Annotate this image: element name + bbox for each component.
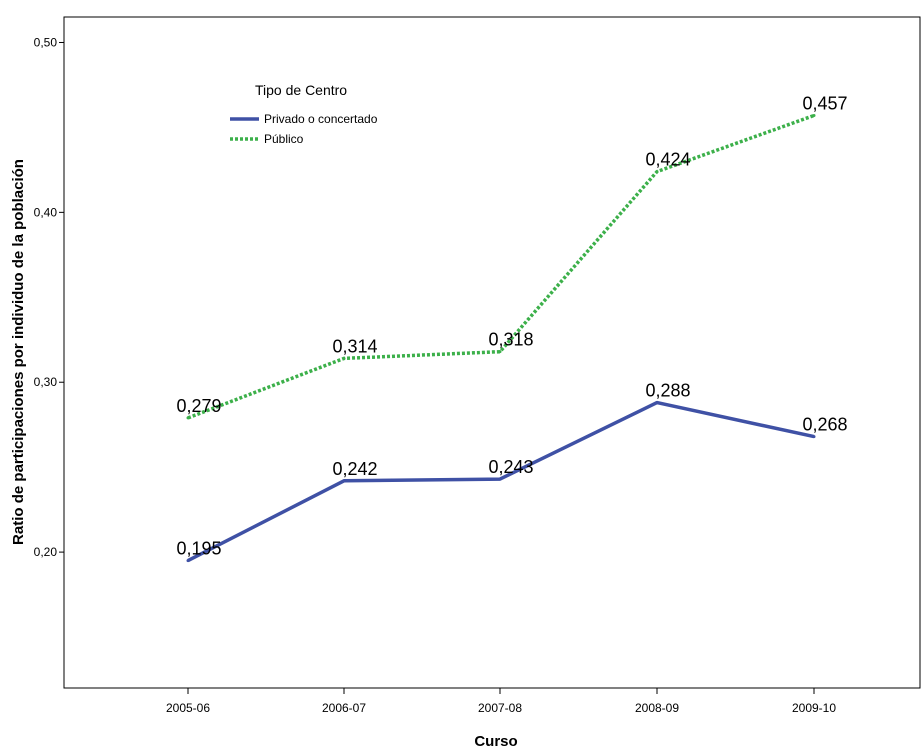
legend-item-label: Público: [264, 132, 304, 146]
legend-title: Tipo de Centro: [255, 82, 347, 98]
data-labels-layer: 0,195 0,242 0,243 0,288 0,268 0,279 0,314 0,318…: [176, 94, 847, 559]
series-line-privado: [187, 400, 815, 563]
data-label: 0,457: [802, 94, 847, 114]
data-label: 0,279: [176, 396, 221, 416]
data-point: [342, 479, 346, 483]
x-tick-label: 2008-09: [635, 701, 679, 715]
data-label: 0,424: [645, 150, 690, 170]
data-label: 0,318: [488, 330, 533, 350]
legend: Tipo de Centro Privado o concertado Públi…: [230, 82, 378, 146]
y-tick-label: 0,30: [34, 375, 58, 389]
data-point: [342, 356, 346, 360]
legend-items: Privado o concertado Público: [230, 112, 378, 146]
x-axis-title: Curso: [474, 733, 517, 750]
x-axis: 2005-06 2006-07 2007-08 2008-09 2009-10: [166, 688, 836, 715]
series-layer: [186, 113, 816, 563]
data-label: 0,288: [645, 381, 690, 401]
data-label: 0,242: [332, 459, 377, 479]
y-axis-title: Ratio de participaciones por individuo d…: [10, 159, 27, 545]
data-point: [655, 170, 659, 174]
legend-item-label: Privado o concertado: [264, 112, 378, 126]
data-point: [812, 114, 816, 118]
data-point: [655, 401, 659, 405]
data-point: [498, 477, 502, 481]
data-point: [498, 350, 502, 354]
data-label: 0,268: [802, 415, 847, 435]
data-point: [812, 435, 816, 439]
y-tick-label: 0,50: [34, 35, 58, 49]
y-axis: 0,20 0,30 0,40 0,50: [34, 35, 64, 559]
data-point: [186, 559, 190, 563]
y-tick-label: 0,40: [34, 205, 58, 219]
x-tick-label: 2005-06: [166, 701, 210, 715]
y-tick-label: 0,20: [34, 545, 58, 559]
data-label: 0,314: [332, 336, 377, 356]
x-tick-label: 2009-10: [792, 701, 836, 715]
x-tick-label: 2006-07: [322, 701, 366, 715]
plot-area-frame: [63, 16, 921, 689]
data-label: 0,195: [176, 539, 221, 559]
data-label: 0,243: [488, 457, 533, 477]
series-line-publico: [187, 113, 815, 420]
data-point: [186, 416, 190, 420]
x-tick-label: 2007-08: [478, 701, 522, 715]
